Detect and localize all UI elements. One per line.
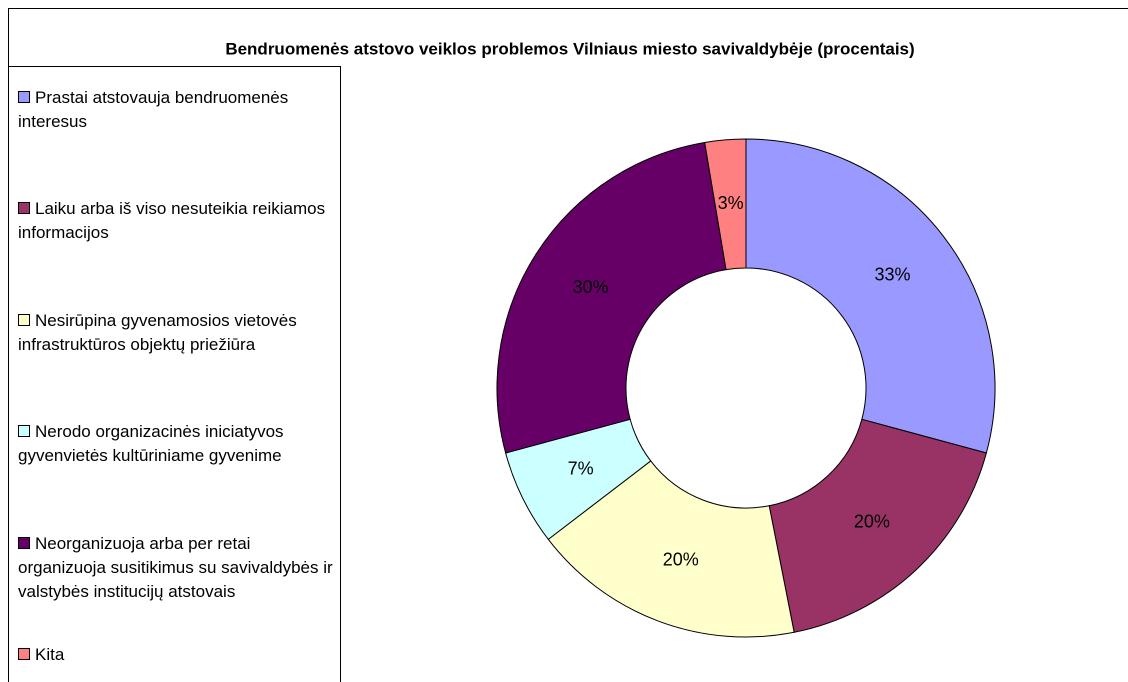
legend-label: Nerodo organizacinės iniciatyvos gyvenvi… — [18, 422, 284, 465]
donut-slice — [745, 138, 996, 454]
data-label: 33% — [874, 265, 910, 285]
data-label: 7% — [568, 458, 594, 478]
legend-item: Nerodo organizacinės iniciatyvos gyvenvi… — [18, 420, 340, 468]
data-label: 30% — [573, 277, 609, 297]
legend-item: Kita — [18, 643, 340, 667]
legend-item: Nesirūpina gyvenamosios vietovės infrast… — [18, 309, 340, 357]
data-label: 3% — [718, 193, 744, 213]
legend-swatch — [18, 314, 30, 326]
donut-slice — [496, 141, 727, 454]
donut-slice — [547, 460, 795, 638]
legend-swatch — [18, 425, 30, 437]
data-label: 20% — [663, 549, 699, 569]
legend-item: Laiku arba iš viso nesuteikia reikiamos … — [18, 197, 340, 245]
donut-slice — [768, 418, 987, 633]
donut-slice — [704, 138, 747, 271]
chart-title: Bendruomenės atstovo veiklos problemos V… — [225, 39, 914, 58]
legend-item: Neorganizuoja arba per retai organizuoja… — [18, 532, 340, 604]
legend-item: Prastai atstovauja bendruomenės interesu… — [18, 86, 340, 134]
legend-label: Prastai atstovauja bendruomenės interesu… — [18, 88, 289, 131]
legend-label: Nesirūpina gyvenamosios vietovės infrast… — [18, 311, 297, 354]
legend-swatch — [18, 91, 30, 103]
legend-swatch — [18, 202, 30, 214]
legend-swatch — [18, 537, 30, 549]
data-label: 20% — [854, 512, 890, 532]
legend-label: Laiku arba iš viso nesuteikia reikiamos … — [18, 199, 326, 242]
legend-label: Neorganizuoja arba per retai organizuoja… — [18, 534, 333, 601]
legend-label: Kita — [35, 645, 65, 664]
legend-border — [8, 66, 341, 682]
legend-swatch — [18, 648, 30, 660]
